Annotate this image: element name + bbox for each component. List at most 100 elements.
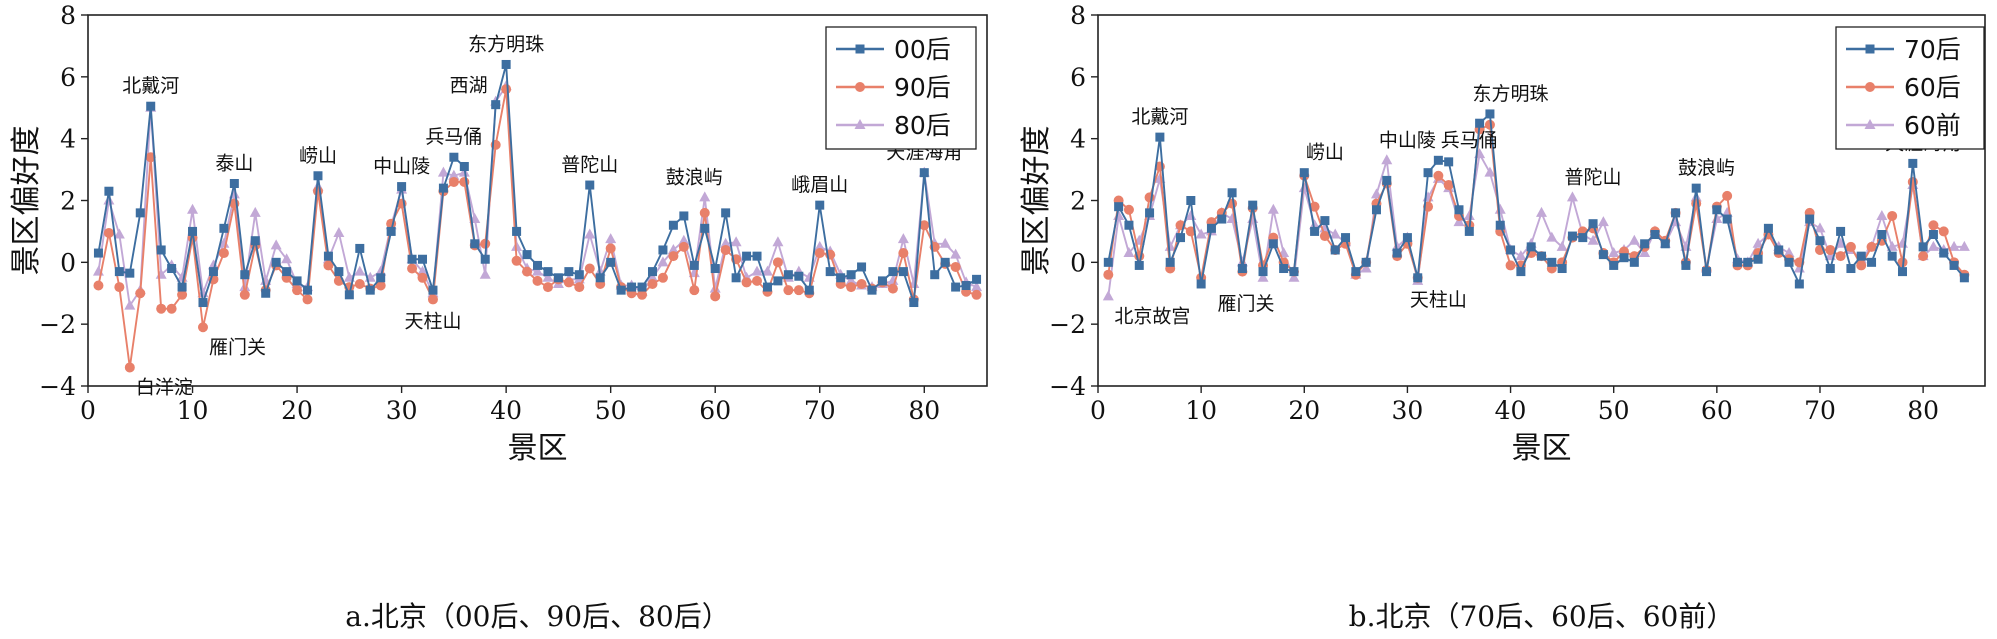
chart1-ytick-label: 4 [1070,125,1086,154]
chart0-series-0-point [104,186,114,196]
chart0-series-0-point [533,260,542,270]
chart0-series-1-point [448,176,459,187]
chart1-series-2-point [1783,247,1795,258]
chart1-series-2-line [1107,153,1965,297]
chart1-series-0-point [1165,257,1175,267]
chart1-annotation: 北戴河 [1131,106,1188,128]
chart0-series-1-point [741,277,752,288]
chart1-series-0-point [1588,219,1598,229]
chart0-series-0-point [240,270,250,280]
chart0-series-2-point [720,237,732,248]
chart0-legend-label: 80后 [894,111,951,140]
chart1-series-2-point [1639,247,1651,258]
chart0-series-1-point [480,238,491,249]
chart0-series-0-point [742,251,752,261]
chart1-series-0-point [1763,223,1773,233]
chart1-series-0-point [1794,279,1804,289]
chart1-series-0-point [1640,239,1650,249]
chart1-series-0-point [1516,267,1526,277]
chart0-annotation: 峨眉山 [791,174,848,196]
chart1-xtick-label: 0 [1090,396,1106,425]
chart1-series-0-point [1299,168,1309,178]
chart1-series-0-point [1846,264,1856,274]
chart1-xtick-label: 10 [1185,396,1217,425]
chart0-annotation: 北戴河 [122,75,179,97]
chart1-xtick-label: 60 [1701,396,1733,425]
chart0-xtick-label: 50 [595,396,627,425]
chart1-series-2-point [1360,262,1372,273]
chart0-series-2-point [699,191,711,202]
chart1-series-0-point [1289,267,1299,277]
chart0-series-2-point [709,282,721,293]
chart1-ytick-label: 0 [1070,248,1086,277]
chart1-series-0-point [1495,220,1505,230]
chart1-legend: 70后 60后 60前 [1835,26,1985,150]
chart0-series-1-point [292,285,303,296]
chart0-series-0-point [919,168,929,178]
chart0-legend-item-1: 90后 [836,73,951,102]
chart0-series-1-point [302,294,313,305]
chart1-series-2-point [1690,191,1702,202]
chart1-series-2-point [1566,191,1578,202]
chart1-series-2-point [1597,216,1609,227]
chart1-xtick-label: 80 [1907,396,1939,425]
chart0-series-0-point [783,270,793,280]
panel-a: 0 10 20 30 40 50 60 70 80 −4 −2 0 2 4 6 8 景区 景区偏好度 a.北京（00… [9,1,988,633]
chart1-legend-item-1: 60后 [1846,73,1961,102]
chart1-annotation: 东方明珠 [1473,83,1549,105]
chart0-annotation: 兵马俑 [425,126,482,148]
chart1-series-1-point [1856,260,1867,271]
chart0-annotation: 普陀山 [561,154,618,176]
chart0-series-0-point [470,239,480,249]
chart0-series-1-point [710,291,721,302]
chart0-series-2-point [667,243,679,254]
chart0-series-0-point [459,161,469,171]
chart1-series-0-point [1217,214,1227,224]
chart1-series-0-point [1918,242,1928,252]
chart0-y-axis-title: 景区偏好度 [9,126,44,276]
chart0-series-2-point [333,226,345,237]
chart1-annotation: 天柱山 [1410,289,1467,311]
chart1-series-0-point [1629,257,1639,267]
chart0-series-0-point [762,282,772,292]
chart0-series-0-point [940,257,950,267]
chart1-series-0-point [1382,175,1392,185]
chart0-series-1-point [177,289,188,300]
chart0-series-0-point [731,273,741,283]
chart1-legend-label: 70后 [1904,35,1961,64]
chart0-xtick-label: 60 [699,396,731,425]
chart1-series-0 [1103,109,1969,289]
chart1-series-0-point [1248,200,1258,210]
chart0-series-0-point [355,243,365,253]
chart1-series-2-point [1267,203,1279,214]
chart1-series-2-point [1948,240,1960,251]
chart0-series-2-point [605,233,617,244]
chart1-series-2-point [1628,234,1640,245]
chart0-series-0-point [553,273,563,283]
chart0-series-0-point [407,254,417,264]
chart1-series-1-point [1835,251,1846,262]
chart1-series-0-point [1887,251,1897,261]
chart1-series-0-point [1330,245,1340,255]
chart0-legend: 00后 90后 80后 [825,26,977,150]
chart1-series-0-point [1547,257,1557,267]
chart0-series-0-point [710,264,720,274]
chart0-series-1-point [584,263,595,274]
chart0-xtick-label: 10 [177,396,209,425]
chart1-series-0-point [1371,205,1381,215]
chart0-series-0-point [961,281,971,291]
chart0-series-1-point [93,280,104,291]
chart1-series-2-point [1927,240,1939,251]
chart1-series-0-point [1145,208,1155,218]
chart1-series-1-point [1722,190,1733,201]
chart0-series-0-point [188,226,198,236]
chart0-series-0-point [857,262,867,272]
chart1-series-0-point [1939,248,1949,258]
chart1-ytick-label: −2 [1049,310,1086,339]
chart0-annotation: 泰山 [215,152,253,174]
chart0-series-0-point [543,267,553,277]
chart0-series-1-point [783,285,794,296]
chart0-series-2-point [270,239,282,250]
chart1-series-0-point [1227,188,1237,198]
